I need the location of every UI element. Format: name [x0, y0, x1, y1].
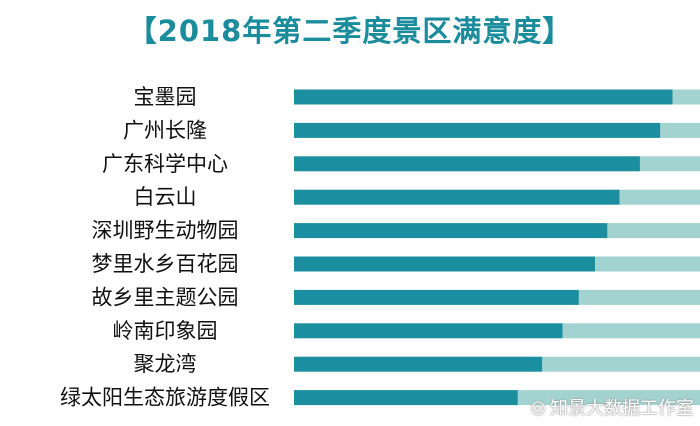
bar-remainder [542, 356, 700, 372]
category-label: 宝墨园 [134, 85, 197, 109]
category-label: 深圳野生动物园 [92, 219, 239, 243]
category-label: 梦里水乡百花园 [92, 252, 239, 276]
bar-remainder [672, 89, 700, 105]
category-label: 聚龙湾 [134, 352, 197, 376]
bar-remainder [578, 289, 700, 305]
bar-satisfaction [294, 390, 518, 406]
bar-satisfaction [294, 89, 673, 105]
bar-satisfaction [294, 189, 620, 205]
bar-remainder [660, 122, 700, 138]
category-label: 广东科学中心 [102, 152, 228, 176]
category-label: 绿太阳生态旅游度假区 [60, 386, 270, 410]
bar-remainder [619, 189, 700, 205]
category-label: 故乡里主题公园 [92, 285, 239, 309]
bar-remainder [517, 390, 700, 406]
category-label: 广州长隆 [123, 118, 207, 142]
category-label: 白云山 [134, 185, 197, 209]
watermark: ◎ 知景大数据工作室 [530, 394, 694, 420]
bar-satisfaction [294, 289, 579, 305]
chart-title: 【2018年第二季度景区满意度】 [127, 14, 573, 48]
bar-satisfaction [294, 122, 661, 138]
weibo-icon: ◎ [530, 396, 546, 418]
bar-remainder [595, 256, 700, 272]
bar-satisfaction [294, 223, 608, 239]
bar-satisfaction [294, 256, 596, 272]
watermark-text: 知景大数据工作室 [550, 398, 694, 419]
bar-satisfaction [294, 323, 563, 339]
bar-remainder [562, 323, 700, 339]
category-label: 岭南印象园 [113, 319, 218, 343]
bar-remainder [607, 223, 700, 239]
bar-remainder [639, 156, 700, 172]
bar-satisfaction [294, 356, 543, 372]
bar-satisfaction [294, 156, 640, 172]
